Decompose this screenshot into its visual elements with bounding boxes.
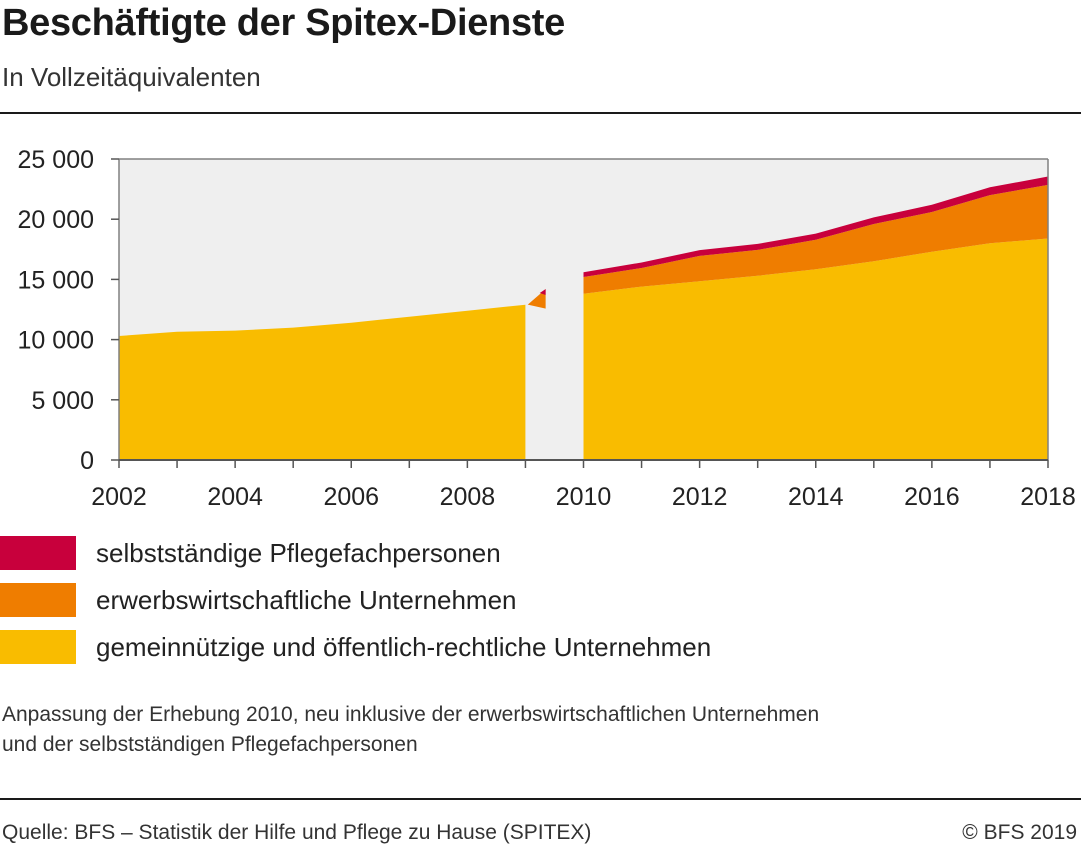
x-tick-label: 2018 (1020, 483, 1076, 511)
y-tick-label: 20 000 (18, 206, 94, 234)
area-series-0-segment-0 (119, 304, 526, 460)
source-note: Quelle: BFS – Statistik der Hilfe und Pf… (2, 821, 592, 844)
chart-title: Beschäftigte der Spitex-Dienste (2, 2, 565, 44)
legend-label: erwerbswirtschaftliche Unternehmen (96, 585, 517, 615)
area-chart: 0 5 000 10 000 15 000 20 000 25 000 2002 2004 20… (18, 146, 1076, 511)
y-tick-label: 5 000 (31, 387, 94, 415)
footnote-line-2: und der selbstständigen Pflegefachperson… (2, 733, 418, 756)
top-divider (0, 112, 1081, 114)
area-series-1-segment-1 (583, 184, 1048, 294)
footnote-line-1: Anpassung der Erhebung 2010, neu inklusi… (2, 703, 820, 726)
bottom-divider (0, 798, 1081, 800)
survey-break-gap (545, 159, 562, 460)
x-tick-label: 2004 (207, 483, 263, 511)
plot-area (119, 159, 1048, 460)
copyright: © BFS 2019 (962, 821, 1077, 844)
x-tick-label: 2010 (556, 483, 612, 511)
x-tick-label: 2012 (672, 483, 728, 511)
footnote: Anpassung der Erhebung 2010, neu inklusi… (2, 700, 1062, 760)
break-wedge-orange (527, 289, 546, 309)
x-tick-label: 2002 (91, 483, 147, 511)
y-tick-label: 15 000 (18, 266, 94, 294)
legend-swatch-erwerbswirtschaftliche (0, 583, 76, 617)
x-tick-label: 2008 (440, 483, 496, 511)
area-series-2-segment-1 (583, 176, 1048, 277)
legend-label: selbstständige Pflegefachpersonen (96, 538, 501, 568)
x-tick-label: 2014 (788, 483, 844, 511)
legend-swatch-gemeinnuetzige (0, 630, 76, 664)
break-wedge-red (539, 289, 546, 296)
y-tick-label: 10 000 (18, 327, 94, 355)
axes: 0 5 000 10 000 15 000 20 000 25 000 2002 2004 20… (18, 146, 1076, 511)
legend-label: gemeinnützige und öffentlich-rechtliche … (96, 632, 712, 662)
legend-swatch-selbststaendige (0, 536, 76, 570)
y-tick-label: 25 000 (18, 146, 94, 174)
y-tick-label: 0 (80, 447, 94, 475)
x-tick-label: 2006 (323, 483, 379, 511)
area-series-0-segment-1 (583, 238, 1048, 460)
x-tick-label: 2016 (904, 483, 960, 511)
chart-subtitle: In Vollzeitäquivalenten (2, 62, 261, 92)
